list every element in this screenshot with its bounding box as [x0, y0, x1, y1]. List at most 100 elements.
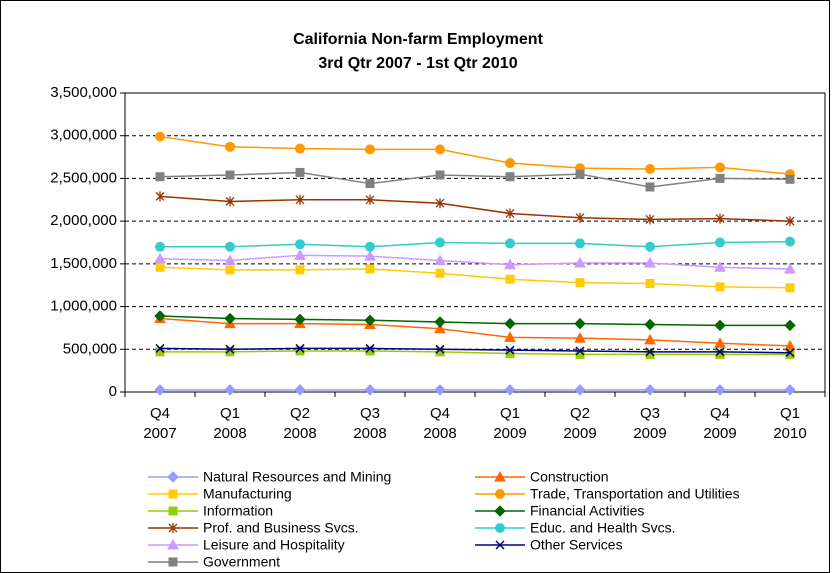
data-point	[435, 198, 445, 209]
data-point	[155, 131, 165, 142]
data-point	[364, 250, 376, 261]
data-point	[574, 256, 586, 268]
data-point	[645, 279, 655, 289]
data-point	[295, 194, 305, 205]
data-point	[364, 314, 376, 326]
data-point	[155, 191, 165, 202]
legend-marker	[167, 471, 179, 483]
series-line	[160, 240, 791, 248]
data-point	[295, 343, 305, 353]
data-point	[784, 262, 796, 274]
data-point	[504, 258, 516, 270]
data-point	[225, 265, 235, 275]
data-point	[225, 141, 235, 152]
data-point	[645, 241, 655, 252]
data-point	[224, 312, 236, 325]
data-point	[645, 349, 655, 359]
data-point	[785, 174, 795, 184]
legend-marker	[167, 538, 179, 550]
data-point	[714, 261, 726, 272]
data-point	[574, 384, 586, 396]
data-point	[785, 283, 795, 293]
data-point	[155, 262, 165, 272]
y-tick-label: 0	[109, 383, 117, 400]
y-tick-label: 2,500,000	[50, 169, 117, 186]
data-point	[575, 238, 585, 249]
data-point	[154, 310, 166, 322]
data-point	[644, 256, 656, 268]
data-point	[505, 158, 515, 169]
series-line	[159, 347, 791, 354]
data-point	[784, 384, 796, 396]
data-point	[155, 343, 165, 353]
legend-label: Government	[203, 554, 280, 570]
series-line	[159, 315, 790, 327]
data-point	[155, 241, 165, 252]
data-point	[575, 169, 585, 179]
data-point	[225, 196, 235, 207]
data-point	[365, 179, 375, 189]
x-tick-label: Q4 2007	[143, 405, 177, 442]
y-tick-label: 1,500,000	[50, 255, 117, 272]
legend-marker	[494, 505, 506, 517]
x-tick-label: Q2 2008	[283, 405, 317, 442]
series-line	[159, 254, 791, 270]
data-point	[365, 346, 375, 356]
data-point	[365, 343, 375, 353]
data-point	[435, 344, 445, 354]
data-point	[295, 143, 305, 154]
data-point	[504, 317, 516, 330]
data-point	[154, 252, 166, 264]
data-point	[505, 172, 515, 182]
data-point	[295, 265, 305, 275]
y-tick-label: 1,000,000	[50, 298, 117, 315]
data-point	[645, 214, 655, 225]
data-point	[504, 384, 516, 396]
data-point	[784, 319, 796, 332]
x-tick-label: Q2 2009	[563, 405, 597, 442]
data-point	[645, 347, 655, 357]
x-tick-label: Q1 2008	[213, 405, 247, 442]
y-tick-label: 3,000,000	[50, 127, 117, 144]
data-point	[364, 384, 376, 396]
legend-marker	[495, 523, 505, 533]
data-point	[225, 170, 235, 180]
data-point	[574, 332, 586, 343]
data-point	[714, 337, 726, 348]
legend-label: Financial Activities	[530, 503, 644, 519]
data-point	[365, 144, 375, 155]
x-tick-label: Q3 2009	[633, 405, 667, 442]
legend-label: Information	[203, 503, 273, 519]
data-point	[224, 384, 236, 396]
legend-marker	[494, 470, 506, 482]
data-point	[505, 345, 515, 355]
legend-label: Leisure and Hospitality	[203, 537, 345, 553]
data-point	[715, 282, 725, 292]
data-point	[785, 236, 795, 247]
data-point	[644, 318, 656, 331]
data-point	[225, 347, 235, 357]
data-point	[365, 241, 375, 252]
legend-marker	[168, 489, 178, 499]
data-point	[434, 384, 446, 396]
legend-label: Natural Resources and Mining	[203, 469, 391, 485]
data-point	[785, 348, 795, 358]
data-point	[714, 319, 726, 332]
chart-title: California Non-farm Employment	[293, 31, 543, 48]
data-point	[294, 249, 306, 260]
data-point	[644, 333, 656, 345]
x-tick-label: Q1 2009	[493, 405, 527, 442]
data-point	[784, 339, 796, 351]
data-point	[504, 331, 516, 342]
data-point	[365, 264, 375, 274]
series-line	[160, 350, 790, 356]
x-tick-label: Q4 2009	[703, 405, 737, 442]
data-point	[365, 194, 375, 205]
data-point	[645, 164, 655, 175]
data-point	[295, 167, 305, 177]
data-point	[434, 322, 446, 334]
legend-marker	[168, 506, 178, 516]
y-tick-label: 2,000,000	[50, 212, 117, 229]
